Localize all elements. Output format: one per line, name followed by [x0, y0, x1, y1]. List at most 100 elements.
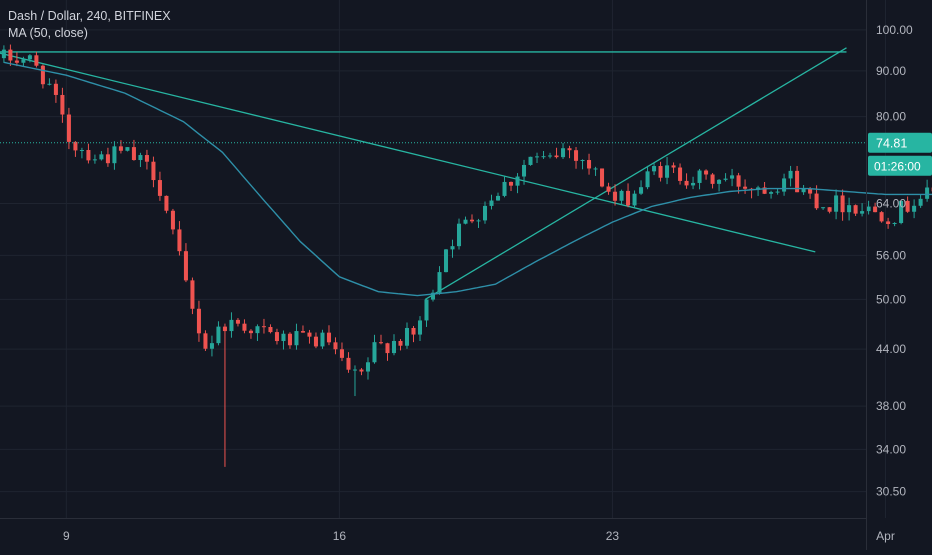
candle-body-20 — [132, 147, 136, 160]
candle-body-109 — [711, 174, 715, 183]
candle-body-67 — [437, 272, 441, 293]
candle-body-52 — [340, 349, 344, 358]
candle-body-34 — [223, 327, 227, 331]
candle-body-81 — [529, 157, 533, 165]
candle-body-82 — [535, 156, 539, 157]
candle-body-28 — [184, 251, 188, 280]
candle-body-19 — [125, 147, 129, 151]
candle-body-60 — [392, 341, 396, 353]
candle-body-15 — [99, 154, 103, 159]
candle-body-5 — [34, 55, 38, 65]
y-tick-label-1: 90.00 — [876, 64, 906, 78]
y-tick-label-7: 38.00 — [876, 399, 906, 413]
candle-body-70 — [457, 224, 461, 246]
candle-body-43 — [281, 334, 285, 341]
candle-body-8 — [54, 84, 58, 95]
candle-body-40 — [262, 326, 266, 327]
candle-body-89 — [581, 160, 585, 161]
candle-body-95 — [620, 191, 624, 201]
candle-body-9 — [60, 95, 64, 115]
candle-body-36 — [236, 320, 240, 324]
candle-body-119 — [776, 192, 780, 193]
candle-body-121 — [789, 171, 793, 179]
candle-body-94 — [613, 192, 617, 201]
candle-body-99 — [646, 171, 650, 187]
candle-body-61 — [398, 341, 402, 346]
countdown-value: 01:26:00 — [874, 159, 921, 173]
candle-body-126 — [821, 207, 825, 208]
candle-body-84 — [548, 155, 552, 156]
candle-body-106 — [691, 183, 695, 185]
candle-body-102 — [665, 165, 669, 177]
candle-body-79 — [516, 177, 520, 186]
candle-body-59 — [385, 343, 389, 353]
candle-body-111 — [724, 179, 728, 180]
candle-body-140 — [912, 206, 916, 212]
candle-body-74 — [483, 206, 487, 221]
candle-body-71 — [463, 220, 467, 224]
candle-body-0 — [2, 50, 6, 59]
candle-body-42 — [275, 332, 279, 341]
candle-body-27 — [177, 229, 181, 251]
candle-body-10 — [67, 115, 71, 142]
candle-body-107 — [698, 171, 702, 183]
candle-body-76 — [496, 196, 500, 201]
candle-body-98 — [639, 187, 643, 193]
candle-body-55 — [359, 370, 363, 372]
candle-body-46 — [301, 331, 305, 333]
candle-body-97 — [633, 194, 637, 206]
candle-body-53 — [346, 358, 350, 370]
x-tick-label-1: 16 — [333, 529, 347, 543]
candle-body-136 — [886, 221, 890, 224]
candle-body-105 — [685, 181, 689, 185]
candle-body-86 — [561, 148, 565, 157]
candle-body-113 — [737, 175, 741, 186]
candle-body-51 — [333, 342, 337, 349]
candle-body-6 — [41, 66, 45, 85]
candle-body-14 — [93, 159, 97, 160]
candle-body-104 — [678, 168, 682, 181]
candle-body-25 — [164, 196, 168, 211]
candle-body-101 — [659, 166, 663, 178]
candle-body-93 — [607, 186, 611, 191]
y-tick-label-0: 100.00 — [876, 23, 913, 37]
candle-body-50 — [327, 333, 331, 343]
y-tick-label-3: 64.00 — [876, 196, 906, 210]
y-tick-label-4: 56.00 — [876, 248, 906, 262]
candle-body-4 — [28, 55, 32, 59]
candle-body-39 — [255, 326, 259, 333]
x-tick-label-3: Apr — [876, 529, 895, 543]
candle-body-80 — [522, 165, 526, 177]
candle-body-131 — [854, 205, 858, 213]
candle-body-68 — [444, 249, 448, 272]
candle-body-103 — [672, 165, 676, 167]
candle-body-88 — [574, 150, 578, 161]
candle-body-44 — [288, 334, 292, 346]
candle-body-21 — [138, 155, 142, 160]
candle-body-128 — [834, 195, 838, 211]
candle-body-120 — [782, 178, 786, 191]
candle-body-7 — [47, 84, 51, 85]
candle-body-141 — [919, 199, 923, 206]
candle-body-48 — [314, 337, 318, 347]
candle-body-30 — [197, 309, 201, 334]
candle-body-49 — [320, 333, 324, 347]
candle-body-77 — [503, 182, 507, 196]
candle-body-83 — [542, 156, 546, 157]
candle-body-13 — [86, 150, 90, 160]
candle-body-57 — [372, 342, 376, 362]
candle-body-110 — [717, 180, 721, 184]
last-price-value: 74.81 — [876, 136, 907, 150]
candle-body-130 — [847, 205, 851, 212]
candle-body-73 — [476, 220, 480, 221]
candle-body-125 — [815, 194, 819, 209]
candle-body-62 — [405, 328, 409, 346]
candle-body-1 — [8, 50, 12, 61]
candle-body-72 — [470, 220, 474, 222]
candle-body-129 — [841, 195, 845, 212]
candle-body-18 — [119, 146, 123, 150]
candle-body-38 — [249, 331, 253, 333]
candle-body-78 — [509, 182, 513, 186]
